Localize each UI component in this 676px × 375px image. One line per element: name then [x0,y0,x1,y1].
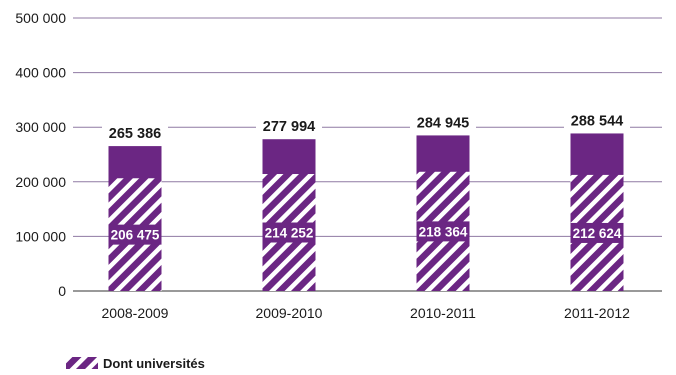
sub-label-bg [262,222,316,243]
universites-label-2009-2010: 214 252 [265,226,314,241]
total-label-2011-2012: 288 544 [571,113,623,129]
y-tick-label: 100 000 [15,228,66,244]
y-tick-label: 0 [58,283,66,299]
total-label-bg [564,111,630,130]
y-tick-label: 200 000 [15,174,66,190]
total-label-2008-2009: 265 386 [109,126,161,142]
total-label-bg [410,113,476,132]
x-axis-ticks: 2008-2009 2009-2010 2010-2011 2011-2012 [102,305,631,321]
y-tick-label: 400 000 [15,65,66,81]
y-axis-ticks: 0 100 000 200 000 300 000 400 000 500 000 [15,10,66,299]
legend-swatch-universites [66,357,98,369]
total-label-bg [256,117,322,136]
gridlines [73,17,662,292]
total-label-2010-2011: 284 945 [417,115,469,131]
y-tick-label: 500 000 [15,10,66,26]
sub-label-bg [416,221,470,242]
sub-label-bg [108,224,162,245]
x-tick-label-2011-2012: 2011-2012 [564,305,630,321]
universites-label-2011-2012: 212 624 [573,226,622,241]
legend-label-universites: Dont universités [103,355,205,371]
total-label-2009-2010: 277 994 [263,119,315,135]
x-tick-label-2010-2011: 2010-2011 [410,305,476,321]
x-tick-label-2009-2010: 2009-2010 [256,305,323,321]
sub-label-bg [570,222,624,243]
universites-label-2010-2011: 218 364 [419,224,468,239]
data-labels: 265 386 206 475 277 994 214 252 284 945 218 3… [102,111,630,245]
legend: Dont universités [66,355,205,371]
universites-label-2008-2009: 206 475 [111,228,160,243]
total-label-bg [102,124,168,143]
x-tick-label-2008-2009: 2008-2009 [102,305,169,321]
bars [108,133,624,291]
y-tick-label: 300 000 [15,119,66,135]
